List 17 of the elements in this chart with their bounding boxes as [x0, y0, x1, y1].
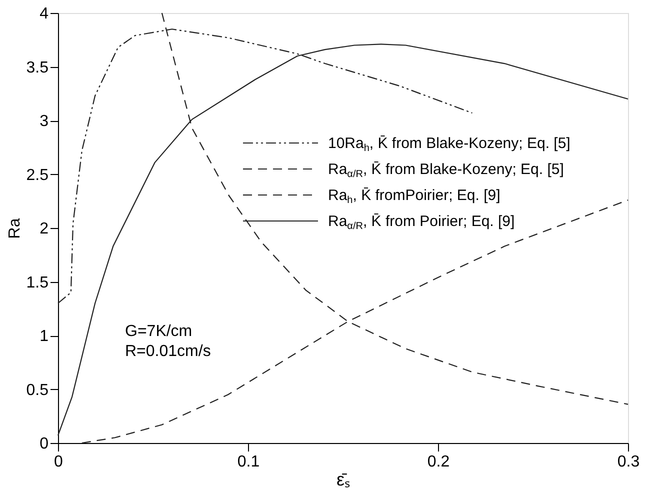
y-tick-label: 0.5: [26, 382, 49, 399]
y-tick-label: 2.5: [26, 166, 49, 184]
x-tick-label: 0.2: [427, 454, 450, 470]
y-tick-label: 0: [40, 436, 49, 452]
x-tick-label: 0.3: [617, 454, 640, 470]
x-tick-label: 0.1: [237, 454, 260, 470]
annotation: R=0.01cm/s: [125, 343, 211, 360]
y-tick-label: 1.5: [26, 274, 49, 292]
y-tick-label: 2: [40, 220, 49, 238]
y-tick-label: 1: [40, 328, 49, 345]
x-axis-title: ε̄ₛ: [336, 470, 351, 490]
y-axis-title: Ra: [6, 218, 24, 239]
y-tick-label: 3.5: [26, 59, 49, 76]
annotation: G=7K/cm: [125, 323, 192, 340]
y-tick-label: 4: [40, 6, 49, 22]
x-tick-label: 0: [54, 454, 64, 470]
y-tick-label: 3: [40, 113, 49, 130]
